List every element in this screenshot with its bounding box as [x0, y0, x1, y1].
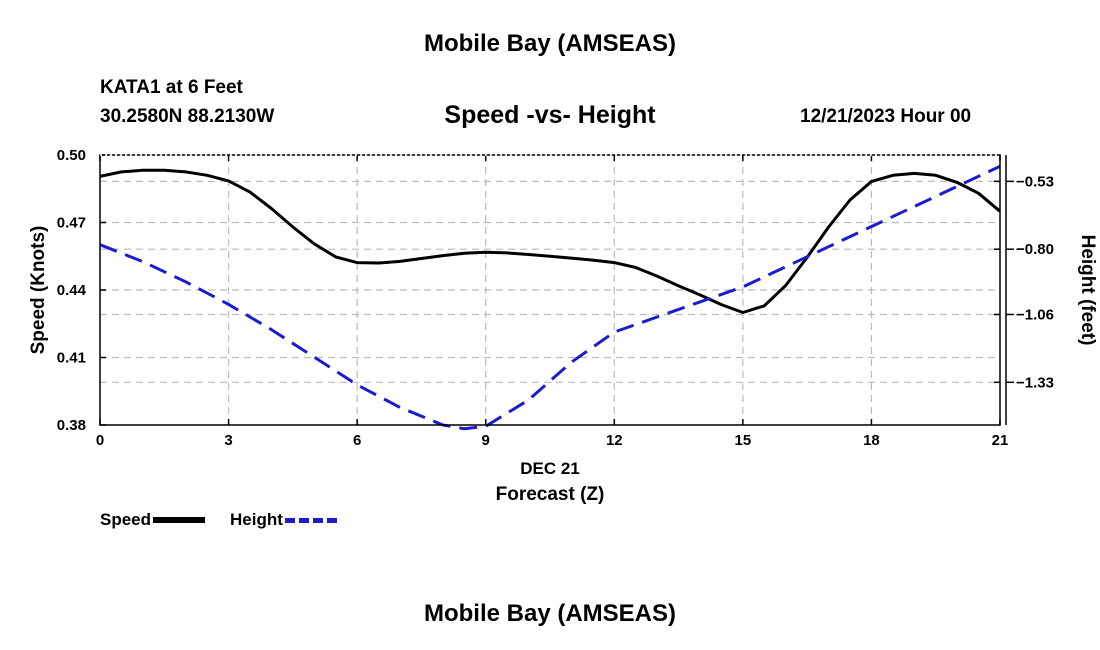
series-layer	[99, 164, 1001, 431]
chart-title: Mobile Bay (AMSEAS)	[423, 30, 677, 57]
station-label: KATA1 at 6 Feet	[100, 77, 243, 98]
x-tick-label: 9	[482, 432, 490, 449]
x-tick-label: 21	[992, 432, 1009, 449]
y-tick-label: 0.41	[57, 350, 86, 367]
legend-height-swatch	[284, 517, 337, 523]
legend-height: Height	[230, 510, 337, 530]
y-tick-label: 0.47	[57, 215, 86, 232]
tick-labels: 0 3 6 9 12 15 18 21 0.38 0.41 0.44 0.47 0.50 −1.33 −1.…	[57, 147, 1054, 449]
y-tick-label: 0.44	[57, 282, 87, 299]
y2-tick-label: −0.80	[1016, 241, 1054, 258]
legend-speed-swatch	[153, 517, 206, 523]
footer-title: Mobile Bay (AMSEAS)	[423, 600, 677, 627]
speed-height-chart: 0 3 6 9 12 15 18 21 0.38 0.41 0.44 0.47 0.50 −1.33 −1.…	[28, 147, 1098, 505]
x-tick-label: 3	[224, 432, 232, 449]
x-tick-label: 6	[353, 432, 361, 449]
x-tick-label: 18	[863, 432, 880, 449]
grid-lines	[100, 155, 1000, 425]
y2-tick-label: −0.53	[1016, 173, 1054, 190]
x-tick-label: 0	[96, 432, 104, 449]
y2-axis-label: Height (feet)	[1077, 235, 1098, 346]
legend-height-label: Height	[230, 510, 283, 529]
x-axis-date-label: DEC 21	[520, 459, 580, 478]
speed-series-line	[99, 168, 1001, 314]
y-tick-label: 0.38	[57, 417, 86, 434]
station-coordinates: 30.2580N 88.2130W	[100, 106, 275, 127]
x-tick-label: 12	[606, 432, 623, 449]
y2-tick-label: −1.33	[1016, 374, 1054, 391]
forecast-datetime: 12/21/2023 Hour 00	[800, 106, 972, 127]
height-series-line	[99, 164, 1001, 431]
legend-speed-label: Speed	[100, 510, 152, 529]
y-tick-label: 0.50	[57, 147, 86, 164]
chart-subtitle: Speed -vs- Height	[444, 101, 656, 129]
y2-tick-label: −1.06	[1016, 306, 1054, 323]
x-tick-label: 15	[735, 432, 752, 449]
axes-decoration	[99, 154, 1014, 426]
y-axis-label: Speed (Knots)	[28, 226, 49, 355]
legend-speed: Speed	[100, 510, 206, 530]
x-axis-label: Forecast (Z)	[496, 484, 605, 505]
